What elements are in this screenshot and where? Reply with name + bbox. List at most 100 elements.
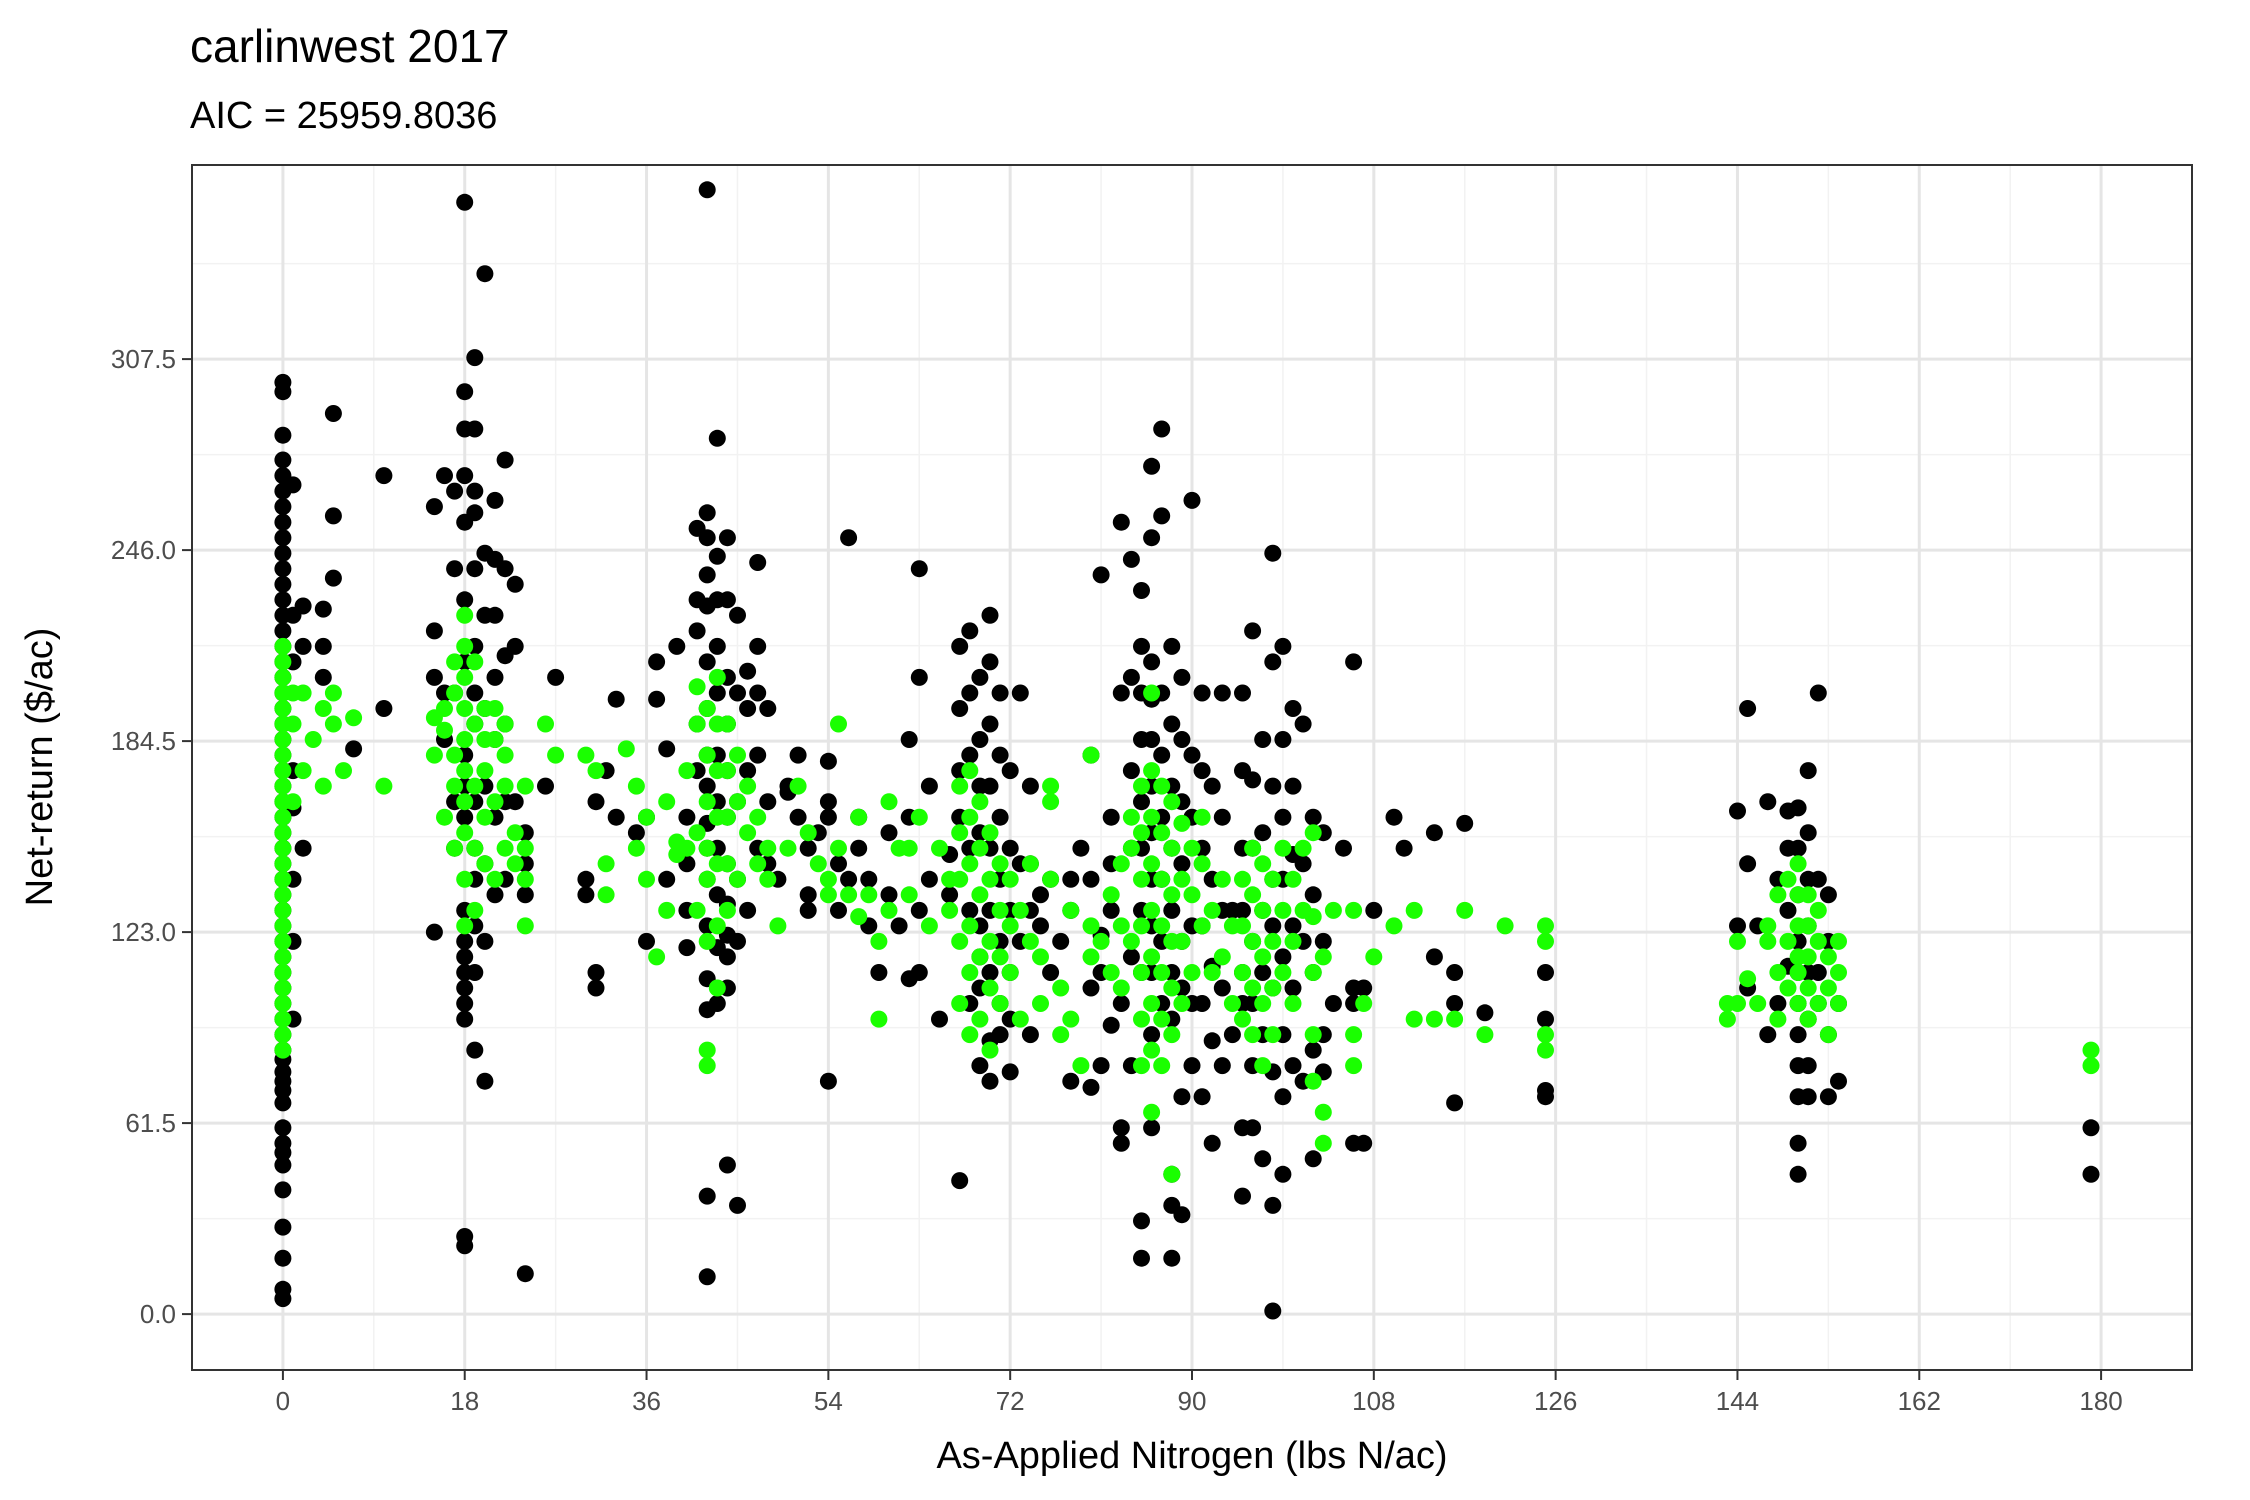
data-point <box>1254 995 1272 1012</box>
data-point <box>436 721 453 739</box>
data-point <box>1729 917 1746 935</box>
data-point <box>486 731 504 748</box>
data-point <box>1122 762 1140 780</box>
data-point <box>1122 808 1140 826</box>
data-point <box>708 429 726 447</box>
data-point <box>506 637 524 655</box>
data-point <box>981 653 999 671</box>
data-point <box>516 839 534 857</box>
data-point <box>1809 964 1827 981</box>
data-point <box>1254 1057 1272 1075</box>
data-point <box>456 917 474 935</box>
data-point <box>1304 1026 1322 1044</box>
data-point <box>759 839 777 857</box>
data-point <box>698 529 716 547</box>
data-point <box>1446 964 1464 981</box>
data-point <box>1021 855 1039 873</box>
data-point <box>446 684 464 702</box>
data-point <box>1365 901 1383 919</box>
data-point <box>1143 1041 1161 1059</box>
data-point <box>1143 808 1161 826</box>
data-point <box>1769 964 1787 981</box>
data-point <box>1082 870 1100 888</box>
data-point <box>951 824 969 842</box>
x-axis-label: As-Applied Nitrogen (lbs N/ac) <box>936 1435 1447 1477</box>
data-point <box>324 715 342 733</box>
data-point <box>1244 1026 1262 1044</box>
data-point <box>476 265 494 283</box>
data-point <box>1042 870 1060 888</box>
data-point <box>1284 932 1302 950</box>
data-point <box>951 777 969 795</box>
data-point <box>1102 808 1120 826</box>
data-point <box>456 637 474 655</box>
data-point <box>688 824 706 842</box>
data-point <box>1304 1072 1322 1090</box>
data-point <box>1345 901 1363 919</box>
data-point <box>961 746 979 764</box>
data-point <box>1729 802 1746 820</box>
y-tick-label: 184.5 <box>111 726 176 756</box>
data-point <box>1203 777 1221 795</box>
data-point <box>1759 793 1777 811</box>
y-tick-label: 246.0 <box>111 535 176 565</box>
data-point <box>830 901 847 919</box>
data-point <box>2082 1165 2100 1183</box>
data-point <box>496 777 514 795</box>
data-point <box>1183 491 1201 509</box>
data-point <box>1274 948 1292 966</box>
data-point <box>759 793 777 811</box>
data-point <box>1173 995 1191 1012</box>
data-point <box>729 932 746 950</box>
y-tick-label: 0.0 <box>140 1299 176 1329</box>
data-point <box>324 405 342 422</box>
data-point <box>1264 544 1282 562</box>
data-point <box>506 575 524 593</box>
data-point <box>1769 886 1787 904</box>
y-axis: 0.0 61.5 123.0 184.5 246.0 307.5 <box>111 344 192 1329</box>
data-point <box>1819 1026 1837 1044</box>
data-point <box>2082 1119 2100 1137</box>
x-tick-label: 108 <box>1352 1386 1395 1416</box>
data-point <box>1133 1212 1150 1230</box>
data-point <box>850 839 868 857</box>
data-point <box>1264 1302 1282 1320</box>
data-point <box>345 709 363 727</box>
data-point <box>638 870 655 888</box>
data-point <box>1143 684 1161 702</box>
data-point <box>789 808 807 826</box>
data-point <box>456 591 474 609</box>
data-point <box>1284 917 1302 935</box>
data-point <box>910 668 928 686</box>
data-point <box>1789 799 1807 817</box>
data-point <box>1223 995 1241 1012</box>
data-point <box>1173 668 1191 686</box>
data-point <box>1173 814 1191 832</box>
data-point <box>1274 731 1292 748</box>
data-point <box>1304 808 1322 826</box>
data-point <box>1173 855 1191 873</box>
data-point <box>1537 1026 1554 1044</box>
data-point <box>971 793 989 811</box>
data-point <box>1153 964 1171 981</box>
data-point <box>1819 886 1837 904</box>
data-point <box>1749 995 1767 1012</box>
data-point <box>274 995 292 1012</box>
data-point <box>941 901 959 919</box>
data-point <box>1143 901 1161 919</box>
data-point <box>1789 1165 1807 1183</box>
data-point <box>819 886 837 904</box>
data-point <box>587 793 605 811</box>
data-point <box>1324 901 1342 919</box>
data-point <box>1769 995 1787 1012</box>
data-point <box>456 808 474 826</box>
data-point <box>456 870 474 888</box>
data-point <box>294 839 312 857</box>
data-point <box>466 420 484 438</box>
data-point <box>941 886 959 904</box>
data-point <box>466 653 484 671</box>
data-point <box>961 808 979 826</box>
data-point <box>739 777 757 795</box>
data-point <box>1799 824 1817 842</box>
data-point <box>658 870 676 888</box>
